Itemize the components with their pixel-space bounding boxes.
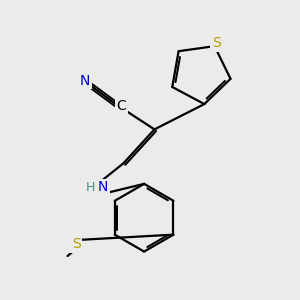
Text: C: C	[117, 99, 126, 113]
Text: S: S	[72, 237, 81, 251]
Text: N: N	[98, 180, 108, 194]
Text: H: H	[86, 181, 95, 194]
Text: N: N	[80, 74, 90, 88]
Text: S: S	[212, 36, 220, 50]
